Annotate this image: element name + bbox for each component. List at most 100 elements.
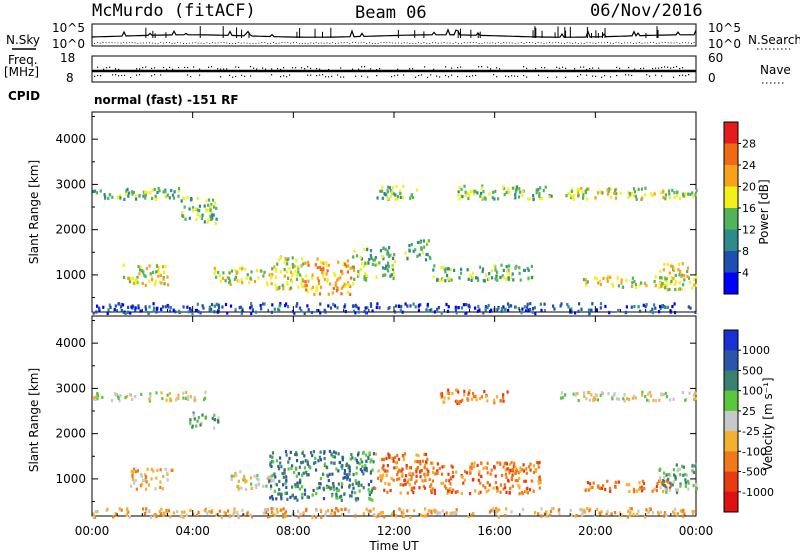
rti-cell <box>348 469 351 473</box>
rti-cell <box>319 482 322 486</box>
rti-cell <box>494 474 497 478</box>
rti-cell <box>401 474 404 478</box>
rti-cell <box>386 196 389 200</box>
rti-cell <box>572 197 575 201</box>
rti-cell <box>662 268 665 272</box>
rti-cell <box>539 302 542 306</box>
nave-dot <box>523 66 525 68</box>
rti-cell <box>149 392 152 396</box>
rti-cell <box>643 487 646 491</box>
rti-cell <box>295 258 298 263</box>
rti-cell <box>269 454 272 458</box>
rti-cell <box>381 255 384 259</box>
rti-cell <box>611 397 614 401</box>
rti-cell <box>148 399 152 403</box>
rti-cell <box>110 399 114 403</box>
rti-cell <box>391 265 394 269</box>
rti-cell <box>546 514 549 518</box>
rti-cell <box>502 393 505 397</box>
rti-cell <box>482 484 485 488</box>
rti-cell <box>277 287 280 291</box>
rti-cell <box>161 265 165 269</box>
rti-cell <box>237 487 240 491</box>
rti-cell <box>422 479 425 483</box>
rti-cell <box>347 466 350 470</box>
rti-cell <box>386 252 389 256</box>
station-title: McMurdo (fitACF) <box>92 1 256 21</box>
rti-cell <box>625 278 628 282</box>
nave-dot <box>487 66 489 68</box>
nave-dot <box>307 66 309 68</box>
rti-cell <box>172 308 175 312</box>
rti-cell <box>314 461 317 465</box>
rti-cell <box>286 281 289 285</box>
rti-cell <box>197 510 200 514</box>
rti-cell <box>135 282 138 286</box>
rti-cell <box>177 393 180 397</box>
rti-cell <box>327 304 330 308</box>
rti-cell <box>646 392 649 396</box>
nave-dot <box>121 74 123 77</box>
rti-cell <box>692 195 695 199</box>
rti-cell <box>335 507 338 511</box>
rti-cell <box>667 477 670 481</box>
rti-cell <box>495 395 499 399</box>
rti-cell <box>263 508 267 512</box>
rti-cell <box>484 273 487 277</box>
rti-cell <box>298 306 302 310</box>
rti-cell <box>214 201 217 205</box>
rti-cell <box>159 480 162 484</box>
rti-cell <box>642 481 646 486</box>
rti-cell <box>319 267 322 272</box>
rti-cell <box>622 285 625 289</box>
rti-cell <box>428 309 431 313</box>
rti-cell <box>199 423 202 427</box>
rti-cell <box>522 469 525 473</box>
rti-cell <box>166 393 169 397</box>
nave-dot <box>211 66 213 68</box>
rti-cell <box>340 485 343 489</box>
rti-cell <box>402 509 405 513</box>
rti-cell <box>322 272 325 276</box>
rti-cell <box>574 514 577 518</box>
rti-cell <box>196 513 199 517</box>
rti-cell <box>150 467 153 471</box>
rti-cell <box>511 272 514 276</box>
rti-cell <box>649 507 652 511</box>
rti-cell <box>499 490 502 494</box>
nave-dot <box>124 74 126 77</box>
rti-cell <box>419 303 422 307</box>
rti-cell <box>362 472 365 476</box>
rti-cell <box>630 305 633 309</box>
rti-cell <box>436 307 439 311</box>
rti-cell <box>301 473 304 478</box>
rti-cell <box>465 303 468 307</box>
rti-cell <box>540 507 543 511</box>
rti-cell <box>615 397 619 401</box>
rti-cell <box>581 190 584 194</box>
rti-cell <box>424 475 427 479</box>
rti-cell <box>671 265 674 269</box>
rti-cell <box>120 309 123 313</box>
rti-cell <box>454 308 457 313</box>
rti-cell <box>651 194 654 198</box>
colorbar-tick-label: 28 <box>742 138 756 151</box>
rti-cell <box>423 472 426 476</box>
rti-cell <box>337 277 340 281</box>
rti-cell <box>659 510 662 514</box>
nave-dot <box>640 67 642 70</box>
rti-cell <box>493 197 496 201</box>
rti-cell <box>441 509 444 513</box>
rti-cell <box>324 310 327 314</box>
rti-cell <box>367 455 370 460</box>
rti-cell <box>473 190 476 194</box>
rti-cell <box>644 186 647 190</box>
rti-cell <box>276 510 279 514</box>
nave-dot <box>616 66 618 69</box>
rti-cell <box>241 307 244 311</box>
rti-cell <box>220 515 223 520</box>
colorbar-segment <box>724 431 738 452</box>
rti-cell <box>162 190 165 194</box>
rti-cell <box>337 482 340 486</box>
rti-cell <box>93 515 97 519</box>
